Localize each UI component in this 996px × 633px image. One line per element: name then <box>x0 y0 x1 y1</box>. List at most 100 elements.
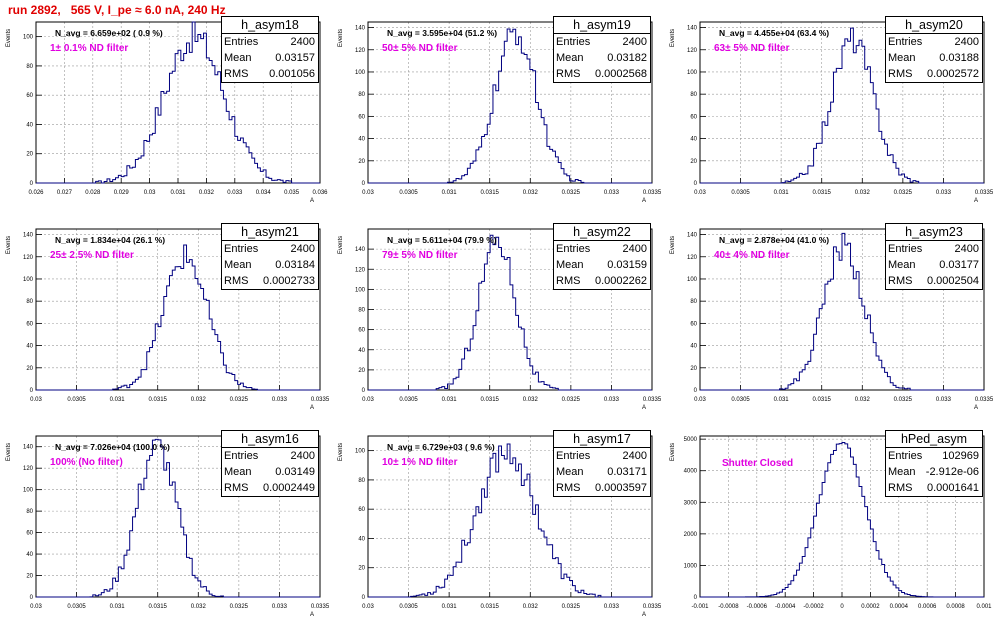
filter-label: 1± 0.1% ND filter <box>50 43 129 54</box>
n-avg-label: N_avg = 4.455e+04 (63.4 %) <box>719 28 830 38</box>
histogram-name: h_asym20 <box>886 17 982 34</box>
stats-mean-label: Mean <box>888 466 916 478</box>
plot-frame <box>699 435 985 598</box>
stats-rms-label: RMS <box>224 482 249 494</box>
x-tick-label: 0.0006 <box>918 604 937 610</box>
stats-mean-row: Mean 0.03184 <box>222 257 318 273</box>
filter-label: Shutter Closed <box>722 458 794 469</box>
stats-mean-value: 0.03159 <box>607 259 647 271</box>
y-tick-label: 80 <box>26 509 33 515</box>
histogram-name: h_asym16 <box>222 431 318 448</box>
x-tick-label: 0.03 <box>694 190 706 196</box>
stats-rms-label: RMS <box>556 275 581 287</box>
x-tick-label: 0.0305 <box>67 604 86 610</box>
y-tick-label: 20 <box>26 574 33 580</box>
stats-mean-row: Mean 0.03188 <box>886 50 982 66</box>
y-tick-label: 120 <box>23 466 34 472</box>
y-tick-label: 60 <box>26 321 33 327</box>
y-tick-label: 60 <box>26 93 33 99</box>
stats-rms-label: RMS <box>224 275 249 287</box>
plot-frame <box>699 228 985 391</box>
x-tick-label: 0.0325 <box>894 190 913 196</box>
y-axis-label: Events <box>6 29 12 47</box>
stats-box: h_asym21 Entries 2400 Mean 0.03184 RMS 0.00027… <box>221 223 319 290</box>
histogram-name: h_asym23 <box>886 224 982 241</box>
stats-rms-row: RMS 0.0002568 <box>554 66 650 82</box>
x-tick-label: 0.0325 <box>562 604 581 610</box>
x-tick-label: 0.032 <box>523 190 539 196</box>
histogram-series <box>368 28 652 184</box>
y-tick-label: 80 <box>358 308 365 314</box>
x-axis-label: A <box>642 612 646 618</box>
stats-entries-value: 2400 <box>622 450 647 462</box>
y-tick-label: 0 <box>362 181 366 187</box>
y-tick-label: 0 <box>694 388 698 394</box>
y-tick-label: 0 <box>694 595 698 601</box>
x-tick-label: 0.0315 <box>149 397 168 403</box>
x-tick-label: 0.0335 <box>643 190 662 196</box>
histogram-name: h_asym18 <box>222 17 318 34</box>
x-tick-label: 0.0305 <box>731 397 750 403</box>
y-tick-label: 60 <box>690 114 697 120</box>
stats-entries-label: Entries <box>556 450 591 462</box>
stats-mean-value: 0.03157 <box>275 52 315 64</box>
y-tick-label: 100 <box>23 488 34 494</box>
histogram-name: h_asym22 <box>554 224 650 241</box>
x-tick-label: 0.0305 <box>67 397 86 403</box>
stats-rms-value: 0.0002262 <box>595 275 647 287</box>
stats-rms-row: RMS 0.0002449 <box>222 480 318 496</box>
stats-rms-value: 0.0002449 <box>263 482 315 494</box>
stats-box: h_asym17 Entries 2400 Mean 0.03171 RMS 0.00035… <box>553 430 651 497</box>
x-tick-label: 0.031 <box>442 604 458 610</box>
histogram-panel-hPed_asym: -0.001 -0.0008 -0.0006 -0.0004 -0.0002 0 0.000… <box>664 426 996 633</box>
stats-mean-value: 0.03182 <box>607 52 647 64</box>
x-tick-label: 0.026 <box>28 190 44 196</box>
y-axis-label: Events <box>338 443 344 461</box>
y-tick-label: 100 <box>687 70 698 76</box>
filter-label: 79± 5% ND filter <box>382 250 458 261</box>
x-tick-label: 0.033 <box>936 190 952 196</box>
histogram-series <box>368 443 652 598</box>
stats-entries-label: Entries <box>224 36 259 48</box>
histogram-panel-h_asym21: 0.03 0.0305 0.031 0.0315 0.032 0.0325 0.033 0.0… <box>0 219 332 426</box>
stats-mean-label: Mean <box>888 259 916 271</box>
x-tick-label: 0.0305 <box>399 190 418 196</box>
x-tick-label: 0.031 <box>170 190 186 196</box>
x-tick-label: 0.033 <box>604 397 620 403</box>
stats-entries-row: Entries 2400 <box>886 241 982 257</box>
x-tick-label: 0.0335 <box>975 397 994 403</box>
filter-label: 25± 2.5% ND filter <box>50 250 134 261</box>
y-tick-label: 100 <box>355 70 366 76</box>
x-tick-label: 0.0335 <box>311 604 330 610</box>
histogram-plot: 0.026 0.027 0.028 0.029 0.03 0.031 0.032 0.033 0… <box>6 21 328 204</box>
n-avg-label: N_avg = 2.878e+04 (41.0 %) <box>719 235 830 245</box>
histogram-plot: -0.001 -0.0008 -0.0006 -0.0004 -0.0002 0 0.000… <box>670 435 992 610</box>
x-tick-label: 0.0315 <box>813 397 832 403</box>
x-tick-label: 0.032 <box>523 604 539 610</box>
y-tick-label: 20 <box>358 566 365 572</box>
n-avg-label: N_avg = 1.834e+04 (26.1 %) <box>55 235 166 245</box>
stats-rms-label: RMS <box>556 68 581 80</box>
y-tick-label: 40 <box>26 344 33 350</box>
y-tick-label: 3000 <box>684 500 698 506</box>
y-tick-label: 40 <box>26 122 33 128</box>
stats-mean-row: Mean 0.03182 <box>554 50 650 66</box>
stats-entries-value: 2400 <box>954 243 979 255</box>
stats-mean-label: Mean <box>556 52 584 64</box>
stats-entries-label: Entries <box>888 36 923 48</box>
stats-entries-label: Entries <box>224 450 259 462</box>
y-tick-label: 60 <box>26 531 33 537</box>
x-tick-label: 0.0335 <box>975 190 994 196</box>
x-tick-label: 0.0325 <box>562 397 581 403</box>
y-tick-label: 0 <box>362 595 366 601</box>
stats-mean-label: Mean <box>888 52 916 64</box>
histogram-series <box>700 27 984 184</box>
x-tick-label: 0.032 <box>191 604 207 610</box>
x-tick-label: -0.001 <box>691 604 709 610</box>
x-tick-label: 0.03 <box>362 604 374 610</box>
page-title: run 2892, 565 V, I_pe ≈ 6.0 nA, 240 Hz <box>8 3 226 17</box>
histogram-name: h_asym21 <box>222 224 318 241</box>
stats-box: hPed_asym Entries 102969 Mean -2.912e-06 RMS 0… <box>885 430 983 497</box>
x-tick-label: 0.03 <box>694 397 706 403</box>
stats-rms-value: 0.0002568 <box>595 68 647 80</box>
